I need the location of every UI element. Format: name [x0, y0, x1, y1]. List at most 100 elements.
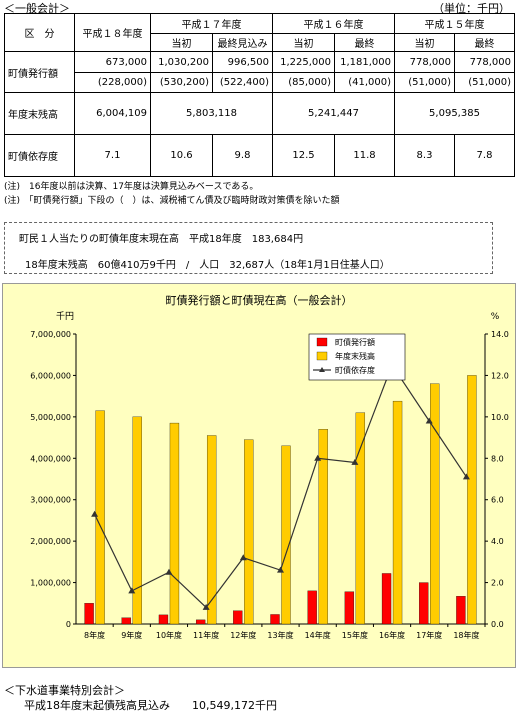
x-tick-label: 18年度: [453, 630, 479, 640]
sub-header: 当初: [150, 33, 213, 52]
bar-issuance: [381, 573, 392, 625]
bar-issuance: [121, 617, 131, 625]
bar-balance: [244, 439, 254, 625]
table-cell: 12.5: [272, 134, 335, 177]
x-tick-label: 16年度: [379, 630, 405, 640]
dependency-point: [314, 454, 322, 461]
table-cell: (228,000): [74, 72, 151, 93]
bar-issuance: [233, 610, 243, 625]
legend-swatch: [316, 351, 328, 361]
table-cell: 11.8: [334, 134, 395, 177]
legend-swatch: [316, 337, 328, 347]
dependency-point: [128, 587, 136, 594]
bar-issuance: [307, 590, 317, 625]
sewer-heading: ＜下水道事業特別会計＞: [4, 684, 125, 697]
per-capita-line: 町民１人当たりの町債年度末現在高 平成18年度 183,684円: [19, 234, 304, 245]
bar-balance: [169, 422, 180, 625]
table-cell: 5,803,118: [150, 92, 273, 135]
sub-header: 最終: [334, 33, 395, 52]
x-tick-label: 9年度: [121, 630, 142, 640]
table-cell: 5,241,447: [272, 92, 395, 135]
table-cell: (530,200): [150, 72, 213, 93]
legend-label: 町債依存度: [335, 365, 375, 375]
y-tick-label: 6,000,000: [30, 371, 71, 380]
y-tick-label: 5,000,000: [30, 413, 71, 422]
x-tick-label: 12年度: [230, 630, 256, 640]
x-tick-label: 13年度: [267, 630, 293, 640]
x-tick-label: 14年度: [305, 630, 331, 640]
dependency-point: [165, 568, 173, 575]
x-tick-label: 17年度: [416, 630, 442, 640]
table-cell: 9.8: [212, 134, 273, 177]
unit-label: （単位：千円）: [433, 2, 510, 15]
legend-label: 年度末残高: [335, 351, 375, 361]
bar-balance: [467, 375, 477, 625]
table-cell: 778,000: [394, 51, 455, 73]
y2-tick-label: 10.0: [491, 413, 509, 422]
table-cell: 7.8: [454, 134, 515, 177]
table-cell: 778,000: [454, 51, 515, 73]
header-y17: 平成１７年度: [150, 13, 273, 34]
bar-issuance: [344, 591, 355, 625]
dependency-point: [277, 566, 284, 573]
note-2: (注) 「町債発行額」下段の（ ）は、減税補てん債及び臨時財政対策債を除いた額: [4, 196, 340, 206]
table-cell: 1,181,000: [334, 51, 395, 73]
y2-tick-label: 0.0: [491, 620, 504, 629]
legend-label: 町債発行額: [335, 337, 375, 347]
y-tick-label: 1,000,000: [30, 579, 71, 588]
table-cell: 6,004,109: [74, 92, 151, 135]
y-tick-label: 7,000,000: [30, 330, 71, 339]
chart-title: 町債発行額と町債現在高（一般会計）: [166, 293, 353, 307]
header-y16: 平成１６年度: [272, 13, 395, 34]
bar-issuance: [419, 582, 429, 625]
y-tick-label: 2,000,000: [30, 537, 71, 546]
sub-header: 最終見込み: [212, 33, 273, 52]
y-tick-label: 0: [66, 620, 71, 629]
header-y15: 平成１５年度: [394, 13, 515, 34]
table-cell: (51,000): [454, 72, 515, 93]
table-cell: (522,400): [212, 72, 273, 93]
table-cell: 10.6: [150, 134, 213, 177]
table-cell: 7.1: [74, 134, 151, 177]
table-cell: 5,095,385: [394, 92, 515, 135]
x-tick-label: 15年度: [342, 630, 368, 640]
y-unit-right: %: [491, 312, 500, 322]
debt-chart: 町債発行額と町債現在高（一般会計） 千円 % 0 1,000,000 2,000,0…: [30, 293, 509, 640]
table-cell: 1,030,200: [150, 51, 213, 73]
bar-balance: [206, 435, 217, 625]
table-cell: 673,000: [74, 51, 151, 73]
bar-balance: [95, 410, 105, 625]
legend-marker: [319, 367, 325, 372]
table-cell: (85,000): [272, 72, 335, 93]
y-tick-label: 4,000,000: [30, 454, 71, 463]
bar-issuance: [195, 619, 206, 625]
y-tick-label: 3,000,000: [30, 496, 71, 505]
section-heading: ＜一般会計＞: [4, 2, 70, 15]
sub-header: 当初: [394, 33, 455, 52]
sub-header: 当初: [272, 33, 335, 52]
dependency-point: [91, 510, 99, 517]
bar-issuance: [158, 614, 169, 625]
dependency-point: [425, 417, 433, 424]
dependency-point: [202, 603, 210, 610]
y2-tick-label: 6.0: [491, 496, 504, 505]
row-label: 町債発行額: [4, 51, 75, 93]
bar-issuance: [270, 614, 280, 625]
x-tick-label: 10年度: [156, 630, 182, 640]
y2-tick-label: 8.0: [491, 454, 504, 463]
bar-balance: [430, 383, 440, 625]
debt-table: 区 分 平成１８年度 平成１７年度 平成１６年度 平成１５年度 当初 最終見込み…: [4, 13, 515, 177]
y2-tick-label: 4.0: [491, 537, 504, 546]
sewer-balance: 平成18年度末起債残高見込み 10,549,172千円: [24, 699, 277, 712]
y-unit-left: 千円: [56, 311, 74, 322]
bar-balance: [318, 429, 328, 625]
row-label: 町債依存度: [4, 134, 75, 177]
x-tick-label: 11年度: [193, 630, 219, 640]
bar-issuance: [84, 603, 94, 625]
bar-balance: [392, 400, 403, 625]
y2-tick-label: 2.0: [491, 579, 504, 588]
row-label: 年度末残高: [4, 92, 75, 135]
table-cell: 996,500: [212, 51, 273, 73]
population-line: 18年度末残高 60億410万9千円 / 人口 32,687人（18年1月1日住…: [25, 260, 390, 271]
bar-issuance: [456, 596, 466, 625]
